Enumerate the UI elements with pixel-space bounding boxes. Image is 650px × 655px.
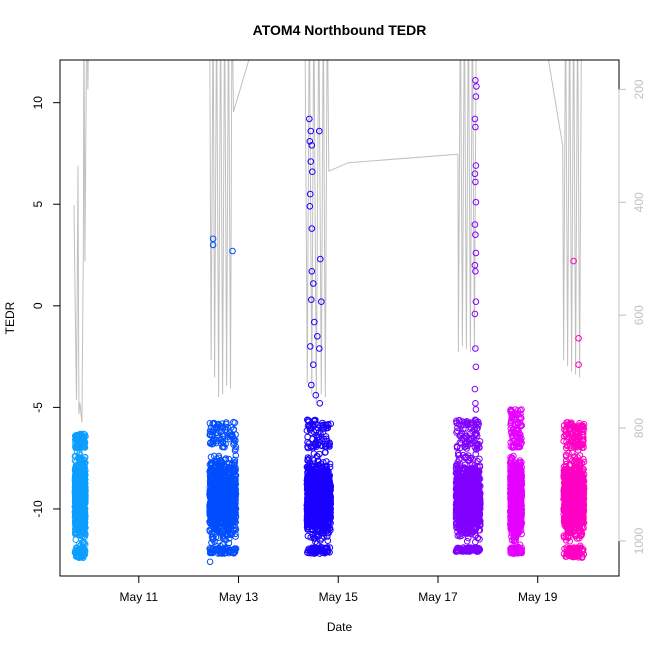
chart-root: -10-50510May 11May 13May 15May 17May 192… xyxy=(0,0,650,650)
chart-svg: -10-50510May 11May 13May 15May 17May 192… xyxy=(0,0,650,650)
